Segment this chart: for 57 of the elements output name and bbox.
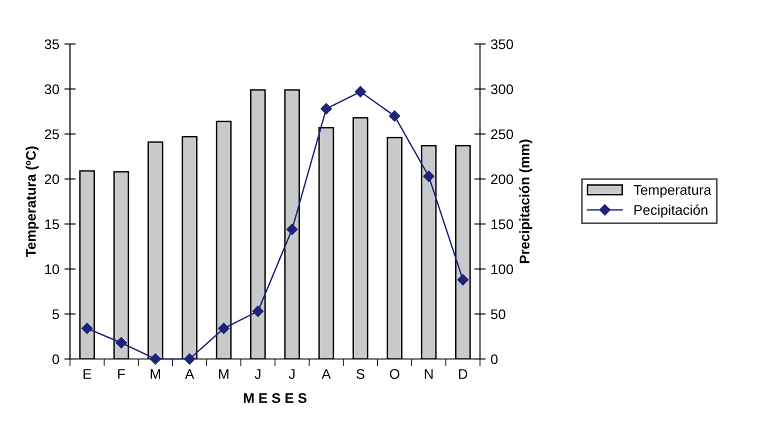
x-tick-label: D (459, 369, 468, 379)
bar (386, 136, 402, 359)
point (320, 103, 332, 114)
bar (284, 89, 300, 359)
legend-label: Pecipitación (634, 204, 708, 218)
bar (352, 117, 368, 359)
x-tick-label: M (150, 369, 160, 379)
y-tick-label: 35 (44, 39, 60, 50)
point (457, 274, 469, 286)
point (184, 353, 196, 365)
point (81, 322, 93, 334)
y2-tick-label: 50 (490, 309, 506, 320)
x-tick-label: O (390, 369, 400, 379)
y2-tick-label: 100 (491, 264, 514, 274)
y-axis-title: Temperatura (ºC) (26, 146, 39, 257)
bar (250, 89, 266, 359)
x-axis-title: M E S E S (244, 393, 306, 403)
y2-tick-label: 300 (490, 84, 514, 94)
x-tick-label: A (322, 369, 331, 379)
y-tick-label: 30 (44, 84, 60, 94)
x-tick-label: J (288, 369, 295, 379)
y2-axis-title: Precipitación (mm) (519, 140, 532, 264)
bar (113, 171, 130, 359)
y-tick-label: 10 (45, 264, 60, 274)
point (150, 353, 162, 365)
point (116, 337, 127, 348)
x-tick-label: S (356, 369, 364, 379)
bar (318, 127, 334, 359)
x-tick-label: A (184, 369, 194, 379)
y2-tick-label: 250 (491, 129, 514, 140)
bar (420, 145, 437, 359)
bar (79, 170, 95, 359)
legend-label: Temperatura (634, 185, 712, 198)
x-tick-label: N (424, 369, 433, 379)
x-tick-label: F (118, 369, 125, 379)
bar (182, 136, 198, 359)
point (423, 170, 434, 182)
point (388, 110, 400, 122)
point (218, 322, 230, 334)
bar (216, 120, 232, 359)
bar (455, 145, 471, 359)
y2-tick-label: 150 (491, 219, 514, 230)
y2-tick-label: 0 (490, 354, 498, 364)
y-tick-label: 20 (44, 174, 60, 184)
y2-tick-label: 200 (491, 174, 514, 184)
x-tick-label: J (254, 369, 260, 379)
bar (148, 141, 164, 359)
y-tick-label: 5 (52, 309, 59, 320)
x-tick-label: M (219, 369, 228, 379)
y-tick-label: 25 (44, 129, 60, 140)
y-tick-label: 15 (45, 219, 60, 230)
x-tick-label: E (84, 369, 92, 379)
y-tick-label: 0 (52, 354, 60, 364)
y2-tick-label: 350 (490, 39, 514, 50)
point (286, 224, 298, 236)
point (252, 306, 264, 317)
point (354, 86, 366, 98)
